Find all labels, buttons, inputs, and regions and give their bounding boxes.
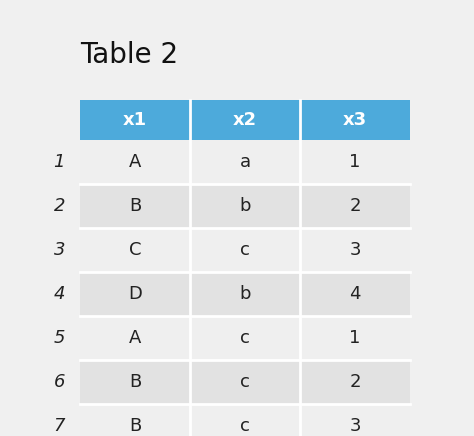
Bar (80, 228, 410, 272)
Text: c: c (240, 329, 250, 347)
Text: 4: 4 (54, 285, 65, 303)
Text: 1: 1 (349, 329, 361, 347)
Bar (190, 100, 300, 140)
Text: b: b (239, 285, 251, 303)
Text: 2: 2 (349, 197, 361, 215)
Text: 5: 5 (54, 329, 65, 347)
Text: 2: 2 (349, 373, 361, 391)
Text: 4: 4 (349, 285, 361, 303)
Text: c: c (240, 241, 250, 259)
Text: c: c (240, 417, 250, 435)
Text: x3: x3 (343, 111, 367, 129)
Text: C: C (129, 241, 141, 259)
Text: 1: 1 (54, 153, 65, 171)
Text: B: B (129, 197, 141, 215)
Bar (80, 360, 410, 404)
Text: b: b (239, 197, 251, 215)
Text: B: B (129, 417, 141, 435)
Bar (80, 140, 410, 184)
Bar (80, 316, 410, 360)
Text: A: A (129, 329, 141, 347)
Text: A: A (129, 153, 141, 171)
Bar (300, 100, 410, 140)
Text: 3: 3 (349, 417, 361, 435)
Text: 1: 1 (349, 153, 361, 171)
Text: 3: 3 (349, 241, 361, 259)
Text: 6: 6 (54, 373, 65, 391)
Bar (80, 272, 410, 316)
Text: Table 2: Table 2 (80, 41, 178, 69)
Bar (80, 404, 410, 436)
Text: 2: 2 (54, 197, 65, 215)
Text: x1: x1 (123, 111, 147, 129)
Bar (80, 100, 190, 140)
Text: c: c (240, 373, 250, 391)
Text: x2: x2 (233, 111, 257, 129)
Text: a: a (239, 153, 251, 171)
Text: D: D (128, 285, 142, 303)
Text: 3: 3 (54, 241, 65, 259)
Text: B: B (129, 373, 141, 391)
Bar (80, 184, 410, 228)
Text: 7: 7 (54, 417, 65, 435)
